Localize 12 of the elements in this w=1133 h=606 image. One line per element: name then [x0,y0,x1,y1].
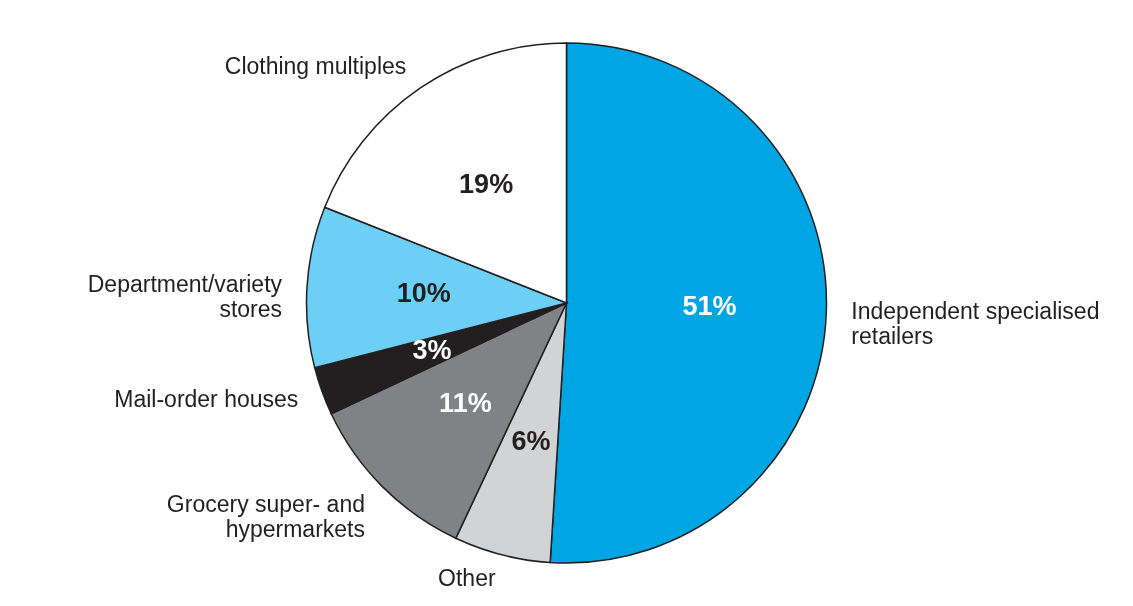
slice-label: Other [438,565,496,592]
data-label: 51% [682,291,737,322]
data-label: 3% [412,335,452,366]
data-label: 6% [511,425,551,456]
data-label: 11% [439,388,492,419]
slice-label: Grocery super- and hypermarkets [166,490,365,542]
slice-label: Independent specialised retailers [851,297,1100,349]
slice-label: Clothing multiples [224,53,407,80]
slice-label: Department/variety stores [87,271,283,323]
data-label: 10% [396,278,451,309]
slice-label: Mail-order houses [114,385,299,412]
data-label: 19% [459,168,514,199]
